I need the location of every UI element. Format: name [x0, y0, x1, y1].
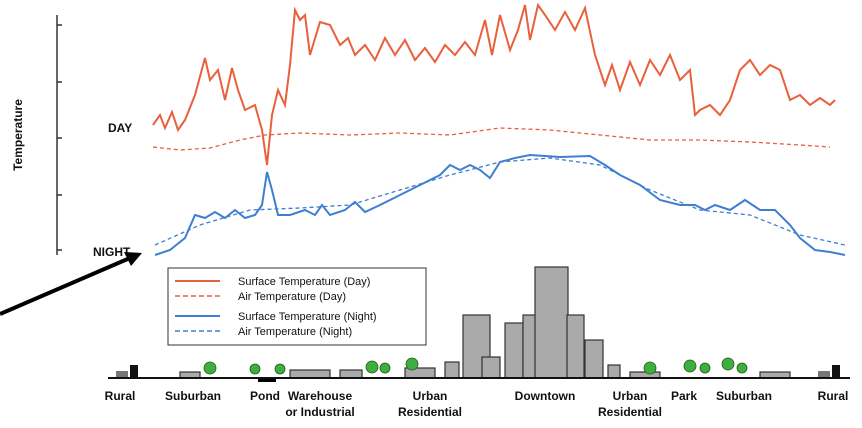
legend-label: Surface Temperature (Day) — [238, 276, 370, 288]
zone-label: Suburban — [165, 389, 221, 403]
zone-label: or Industrial — [285, 405, 354, 419]
day-air — [153, 128, 830, 150]
curves — [153, 5, 845, 255]
zone-label: Rural — [105, 389, 136, 403]
legend-label: Air Temperature (Day) — [238, 291, 346, 303]
arrow — [0, 252, 142, 314]
axis-label: Temperature — [11, 99, 25, 171]
night-label: NIGHT — [93, 245, 131, 259]
zone-label: Urban — [613, 389, 648, 403]
diagram: Temperature DAY NIGHT Surface Temperatur… — [0, 0, 862, 423]
zone-label: Downtown — [515, 389, 576, 403]
zone-label: Residential — [398, 405, 462, 419]
night-surface — [155, 155, 845, 255]
legend-label: Air Temperature (Night) — [238, 326, 352, 338]
zone-labels: Rural Suburban Pond Warehouse or Industr… — [105, 389, 849, 419]
legend-label: Surface Temperature (Night) — [238, 311, 377, 323]
legend: Surface Temperature (Day) Air Temperatur… — [168, 268, 426, 345]
axis — [57, 15, 62, 255]
zone-label: Pond — [250, 389, 280, 403]
zone-label: Rural — [818, 389, 849, 403]
zone-label: Suburban — [716, 389, 772, 403]
zone-label: Warehouse — [288, 389, 353, 403]
zone-label: Residential — [598, 405, 662, 419]
zone-label: Park — [671, 389, 697, 403]
zone-label: Urban — [413, 389, 448, 403]
day-label: DAY — [108, 121, 132, 135]
